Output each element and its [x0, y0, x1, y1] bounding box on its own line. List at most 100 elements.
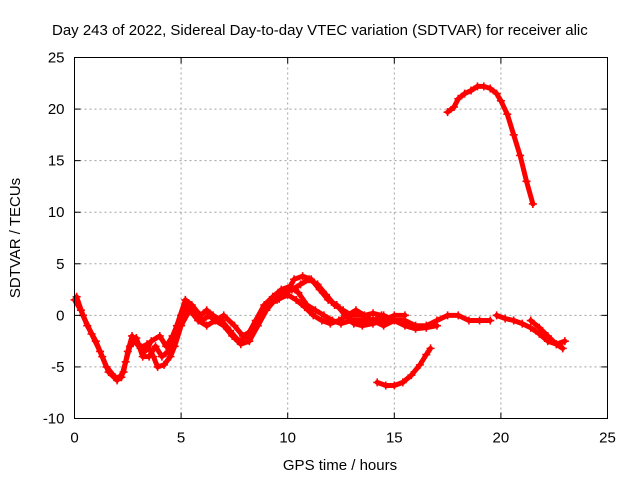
y-tick-label: 25 — [48, 50, 65, 67]
data-point — [209, 311, 218, 320]
data-point — [211, 316, 220, 325]
data-point — [117, 373, 126, 382]
data-point — [390, 381, 399, 390]
data-point — [121, 357, 130, 366]
plot-frame — [74, 57, 608, 419]
data-point — [219, 311, 228, 320]
data-point — [332, 301, 341, 310]
data-point — [400, 321, 409, 330]
data-point — [349, 319, 358, 328]
data-point — [226, 326, 235, 335]
data-point — [136, 344, 145, 353]
data-point — [492, 311, 501, 320]
data-point — [238, 331, 247, 340]
data-point — [432, 321, 441, 330]
y-tick-label: -5 — [51, 359, 64, 376]
data-point — [509, 316, 518, 325]
data-point — [454, 94, 463, 103]
x-tick-label: 10 — [279, 430, 296, 447]
data-point — [307, 275, 316, 284]
data-point — [426, 344, 435, 353]
data-point — [326, 319, 335, 328]
data-point — [275, 294, 284, 303]
data-point — [300, 303, 309, 312]
data-point — [479, 82, 488, 91]
data-point — [407, 371, 416, 380]
data-point — [142, 340, 151, 349]
data-point — [290, 275, 299, 284]
data-point — [264, 301, 273, 310]
data-point — [460, 89, 469, 98]
data-point — [509, 130, 518, 139]
data-point — [155, 331, 164, 340]
data-point — [467, 86, 476, 95]
data-point — [128, 331, 137, 340]
data-point — [526, 316, 535, 325]
data-point — [196, 311, 205, 320]
data-point — [96, 347, 105, 356]
data-point — [368, 319, 377, 328]
data-point — [283, 290, 292, 299]
data-point — [315, 285, 324, 294]
data-point — [153, 362, 162, 371]
data-point — [268, 292, 277, 301]
data-point — [552, 340, 561, 349]
data-point — [377, 311, 386, 320]
data-point — [166, 352, 175, 361]
data-point — [194, 316, 203, 325]
data-point — [181, 295, 190, 304]
x-tick-label: 15 — [386, 430, 403, 447]
data-point — [245, 337, 254, 346]
data-point — [334, 316, 343, 325]
data-point — [390, 311, 399, 320]
data-point — [277, 285, 286, 294]
data-point — [443, 311, 452, 320]
data-point — [360, 311, 369, 320]
data-point — [486, 316, 495, 325]
data-point — [358, 321, 367, 330]
data-point — [496, 96, 505, 105]
data-point — [102, 362, 111, 371]
data-point — [528, 199, 537, 208]
data-point — [351, 306, 360, 315]
data-point — [151, 342, 160, 351]
data-point — [292, 295, 301, 304]
data-point — [518, 319, 527, 328]
x-tick-label: 0 — [70, 430, 78, 447]
data-point — [343, 311, 352, 320]
data-point — [87, 329, 96, 338]
data-point — [422, 350, 431, 359]
data-point — [177, 321, 186, 330]
data-point — [298, 272, 307, 281]
data-point — [486, 84, 495, 93]
y-tick-label: 5 — [56, 256, 64, 273]
y-tick-label: -10 — [43, 411, 65, 428]
data-point — [516, 151, 525, 160]
data-point — [202, 321, 211, 330]
data-point — [464, 316, 473, 325]
data-point — [149, 352, 158, 361]
data-point — [160, 360, 169, 369]
data-point — [255, 311, 264, 320]
data-point — [294, 288, 303, 297]
data-point — [234, 337, 243, 346]
y-tick-label: 15 — [48, 153, 65, 170]
data-point — [157, 352, 166, 361]
data-point — [373, 378, 382, 387]
data-point — [147, 337, 156, 346]
data-point — [492, 89, 501, 98]
y-axis-label: SDTVAR / TECUs — [7, 178, 24, 298]
grid — [74, 57, 608, 419]
data-point — [415, 360, 424, 369]
data-point — [503, 110, 512, 119]
data-point — [319, 311, 328, 320]
series-track-8 — [445, 83, 536, 207]
data-point — [560, 337, 569, 346]
data-point — [449, 103, 458, 112]
data-point — [522, 177, 531, 186]
data-point — [443, 108, 452, 117]
y-tick-label: 20 — [48, 101, 65, 118]
data-point — [400, 311, 409, 320]
